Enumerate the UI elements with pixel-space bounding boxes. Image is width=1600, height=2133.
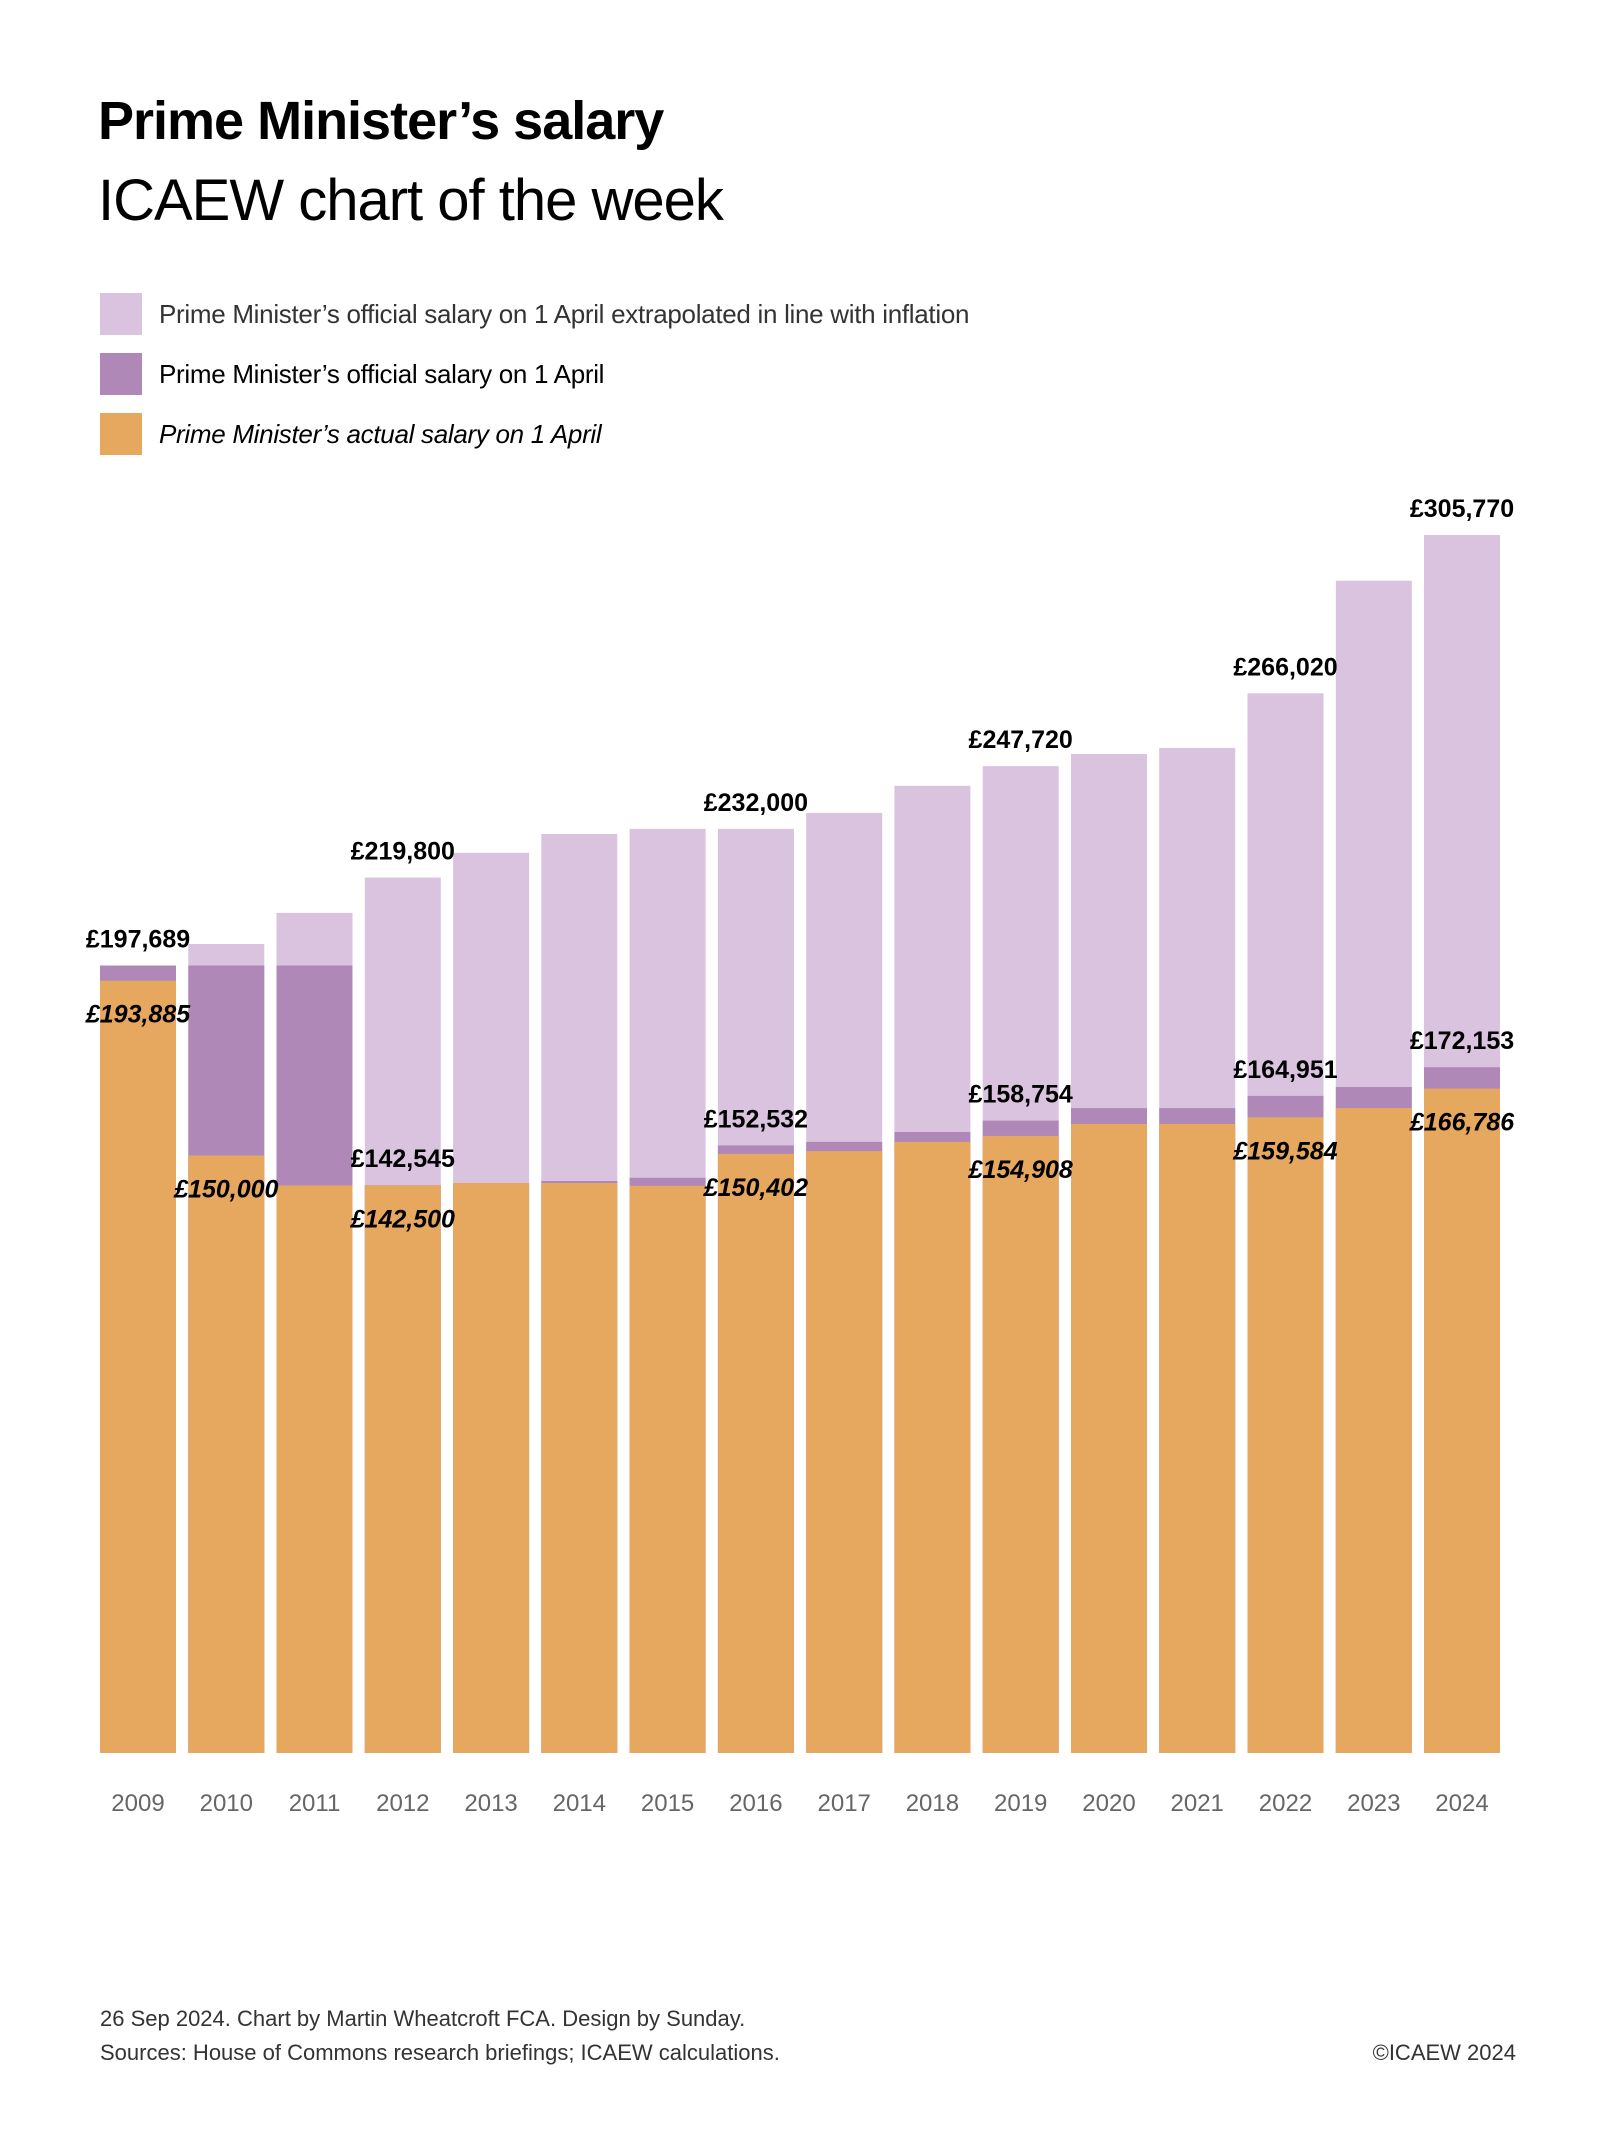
data-label-extrapolated-2012: £219,800 [351, 838, 455, 866]
bar-actual-2017 [806, 1151, 883, 1753]
data-label-official-2009: £197,689 [86, 926, 190, 954]
x-tick-label: 2015 [641, 1790, 694, 1817]
legend-item-official: Prime Minister’s official salary on 1 Ap… [100, 353, 604, 395]
bar-actual-2010 [188, 1155, 265, 1753]
bar-actual-2014 [541, 1183, 618, 1753]
x-tick-label: 2012 [376, 1790, 429, 1817]
data-label-official-2012: £142,545 [351, 1145, 455, 1173]
x-tick-label: 2023 [1347, 1790, 1400, 1817]
data-label-extrapolated-2019: £247,720 [969, 726, 1073, 754]
bar-actual-2011 [276, 1185, 353, 1753]
x-tick-label: 2017 [818, 1790, 871, 1817]
data-label-extrapolated-2022: £266,020 [1233, 653, 1337, 681]
data-label-official-2016: £152,532 [704, 1105, 808, 1133]
data-label-actual-2012: £142,500 [350, 1205, 455, 1233]
x-tick-label: 2022 [1259, 1790, 1312, 1817]
data-labels-group: £197,689 £193,885 £150,000 £219,800 £142,545… [85, 495, 1515, 1233]
bar-actual-2012 [364, 1185, 441, 1753]
data-label-actual-2009: £193,885 [85, 1001, 191, 1029]
data-label-official-2024: £172,153 [1410, 1027, 1514, 1055]
x-tick-label: 2021 [1171, 1790, 1224, 1817]
bar-actual-2020 [1071, 1124, 1147, 1753]
x-tick-label: 2024 [1435, 1790, 1488, 1817]
data-label-actual-2016: £150,402 [703, 1174, 808, 1202]
x-tick-label: 2011 [289, 1790, 341, 1817]
bar-actual-2015 [629, 1185, 706, 1753]
x-tick-label: 2018 [906, 1790, 959, 1817]
chart-subtitle: ICAEW chart of the week [98, 168, 724, 233]
chart-title: Prime Minister’s salary [98, 91, 664, 151]
bar-actual-2019 [982, 1135, 1059, 1753]
bar-actual-2022 [1247, 1117, 1324, 1753]
legend-label-extrapolated: Prime Minister’s official salary on 1 Ap… [159, 298, 970, 329]
bar-actual-2024 [1424, 1088, 1500, 1753]
legend-label-actual: Prime Minister’s actual salary on 1 Apri… [159, 418, 602, 449]
legend-swatch-official [100, 353, 142, 395]
x-axis: 2009 2010 2011 2012 2013 2014 2015 2016 2017 2018… [111, 1790, 1488, 1817]
footer-copyright: ©ICAEW 2024 [1372, 2040, 1516, 2065]
legend-item-actual: Prime Minister’s actual salary on 1 Apri… [100, 413, 602, 455]
bar-actual-2023 [1335, 1108, 1412, 1753]
data-label-actual-2024: £166,786 [1409, 1109, 1515, 1137]
x-tick-label: 2010 [200, 1790, 253, 1817]
x-tick-label: 2016 [729, 1790, 782, 1817]
legend-swatch-actual [100, 413, 142, 455]
data-label-actual-2010: £150,000 [173, 1176, 278, 1204]
bar-actual-2018 [894, 1141, 971, 1753]
x-tick-label: 2020 [1082, 1790, 1135, 1817]
x-tick-label: 2019 [994, 1790, 1047, 1817]
data-label-official-2022: £164,951 [1233, 1056, 1337, 1084]
data-label-actual-2019: £154,908 [968, 1156, 1073, 1184]
data-label-official-2019: £158,754 [969, 1081, 1073, 1109]
x-tick-label: 2013 [464, 1790, 517, 1817]
legend-label-official: Prime Minister’s official salary on 1 Ap… [159, 358, 605, 389]
bar-actual-2016 [717, 1153, 794, 1753]
bars-group [100, 535, 1500, 1754]
footer-credit: 26 Sep 2024. Chart by Martin Wheatcroft … [100, 2006, 746, 2031]
legend-item-extrapolated: Prime Minister’s official salary on 1 Ap… [100, 293, 969, 335]
legend-swatch-extrapolated [100, 293, 142, 335]
footer-sources: Sources: House of Commons research brief… [100, 2040, 780, 2065]
bar-actual-2013 [453, 1183, 530, 1753]
data-label-extrapolated-2024: £305,770 [1410, 495, 1514, 523]
bar-actual-2021 [1159, 1124, 1236, 1753]
bar-actual-2009 [100, 980, 176, 1753]
data-label-extrapolated-2016: £232,000 [704, 789, 808, 817]
x-tick-label: 2009 [111, 1790, 164, 1817]
x-tick-label: 2014 [553, 1790, 606, 1817]
data-label-actual-2022: £159,584 [1232, 1137, 1337, 1165]
